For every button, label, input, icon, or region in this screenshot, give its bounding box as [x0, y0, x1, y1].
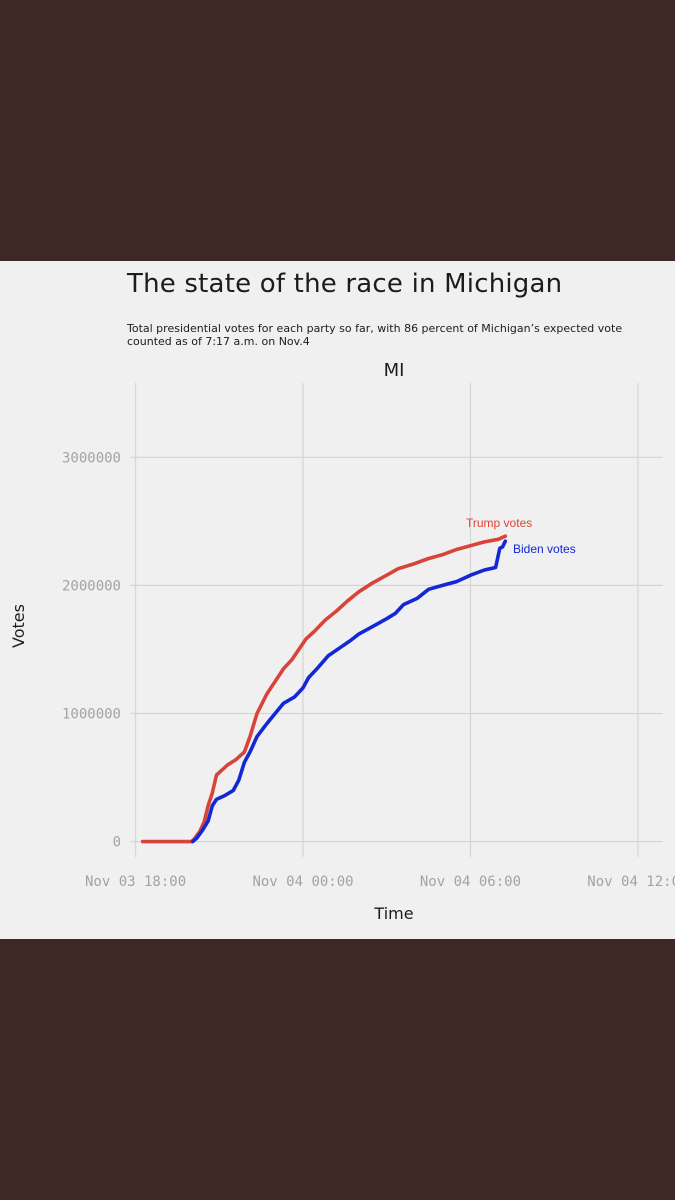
y-tick-label: 3000000	[62, 450, 121, 466]
trump-votes-line	[140, 534, 508, 844]
y-tick-label: 1000000	[62, 707, 121, 723]
axis-tick-labels: 0 1000000 2000000 3000000 Nov 03 18:00 Nov 04…	[62, 450, 675, 890]
chart-panel: The state of the race in Michigan Total …	[0, 261, 675, 939]
y-tick-label: 0	[113, 835, 121, 851]
series-lines	[140, 534, 508, 844]
biden-series-label: Biden votes	[513, 542, 576, 556]
x-axis-title: Time	[373, 904, 413, 923]
x-tick-label: Nov 04 12:00	[587, 874, 675, 890]
y-tick-label: 2000000	[62, 578, 121, 594]
line-chart: 0 1000000 2000000 3000000 Nov 03 18:00 Nov 04…	[9, 360, 675, 923]
facet-label: MI	[384, 360, 405, 381]
chart-title: The state of the race in Michigan	[127, 269, 563, 299]
grid-lines	[130, 383, 663, 857]
trump-series-label: Trump votes	[466, 516, 532, 530]
x-tick-label: Nov 04 00:00	[252, 874, 353, 890]
y-axis-title: Votes	[9, 604, 28, 648]
chart-subtitle: Total presidential votes for each party …	[127, 322, 623, 348]
x-tick-label: Nov 03 18:00	[85, 874, 186, 890]
x-tick-label: Nov 04 06:00	[420, 874, 521, 890]
biden-votes-line	[191, 539, 508, 844]
